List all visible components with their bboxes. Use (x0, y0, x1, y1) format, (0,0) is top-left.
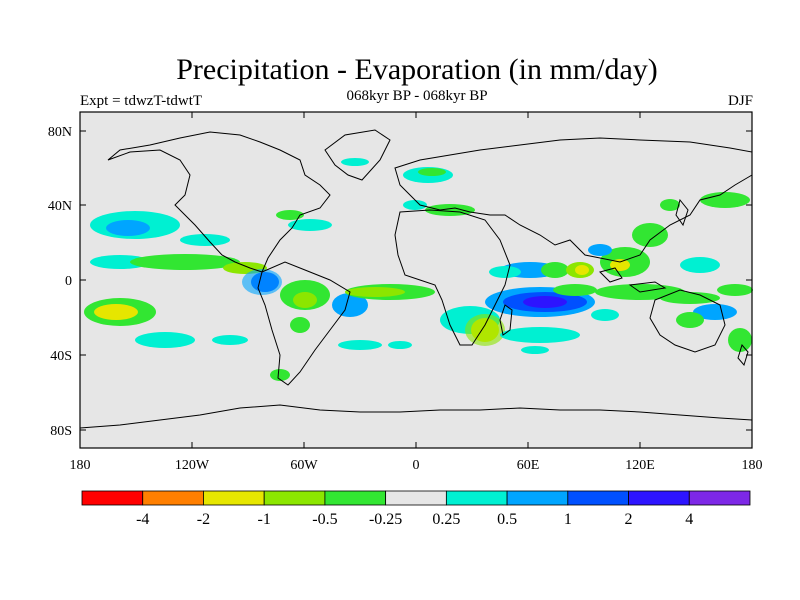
colorbar-swatch (142, 490, 204, 506)
colorbar-swatch (324, 490, 387, 506)
lat-label: 0 (65, 274, 72, 289)
colorbar-swatch (506, 490, 569, 506)
lat-label: 40N (48, 199, 72, 214)
lon-label: 180 (742, 458, 763, 473)
field-shading (84, 158, 753, 381)
colorbar: -4 -2 -1 -0.5 -0.25 0.25 0.5 1 2 4 (81, 490, 751, 528)
colorbar-label: -4 (136, 511, 149, 528)
lon-label: 0 (413, 458, 420, 473)
colorbar-swatch (567, 490, 629, 506)
lon-axis (191, 112, 641, 448)
season-label: DJF (727, 93, 753, 109)
lon-labels: 180 120W 60W 0 60E 120E 180 (70, 458, 763, 473)
lon-label: 120E (625, 458, 655, 473)
colorbar-label: 0.25 (432, 511, 460, 528)
lat-label: 80S (50, 424, 72, 439)
lat-axis (80, 130, 752, 431)
experiment-label: Expt = tdwzT-tdwtT (80, 93, 203, 109)
map-background (80, 112, 752, 448)
plot-subtitle: 068kyr BP - 068kyr BP (346, 88, 488, 104)
lat-label: 80N (48, 125, 72, 140)
colorbar-swatch (445, 490, 508, 506)
colorbar-label: -1 (258, 511, 271, 528)
colorbar-label: 1 (564, 511, 572, 528)
colorbar-label: -0.5 (312, 511, 337, 528)
colorbar-swatch (628, 490, 690, 506)
lon-label: 60W (290, 458, 318, 473)
colorbar-swatch (263, 490, 326, 506)
lat-label: 40S (50, 349, 72, 364)
lon-label: 120W (175, 458, 210, 473)
coastlines (79, 129, 753, 429)
colorbar-label: -2 (197, 511, 210, 528)
plot-title: Precipitation - Evaporation (in mm/day) (176, 53, 658, 86)
lat-labels: 80N 40N 0 40S 80S (48, 125, 72, 439)
colorbar-label: -0.25 (369, 511, 402, 528)
colorbar-swatch (385, 490, 447, 506)
colorbar-label: 2 (625, 511, 633, 528)
colorbar-label: 0.5 (497, 511, 517, 528)
colorbar-swatch (203, 490, 265, 506)
lon-label: 180 (70, 458, 91, 473)
colorbar-label: 4 (685, 511, 693, 528)
colorbar-swatch (688, 490, 751, 506)
colorbar-swatch (81, 490, 144, 506)
lon-label: 60E (517, 458, 540, 473)
